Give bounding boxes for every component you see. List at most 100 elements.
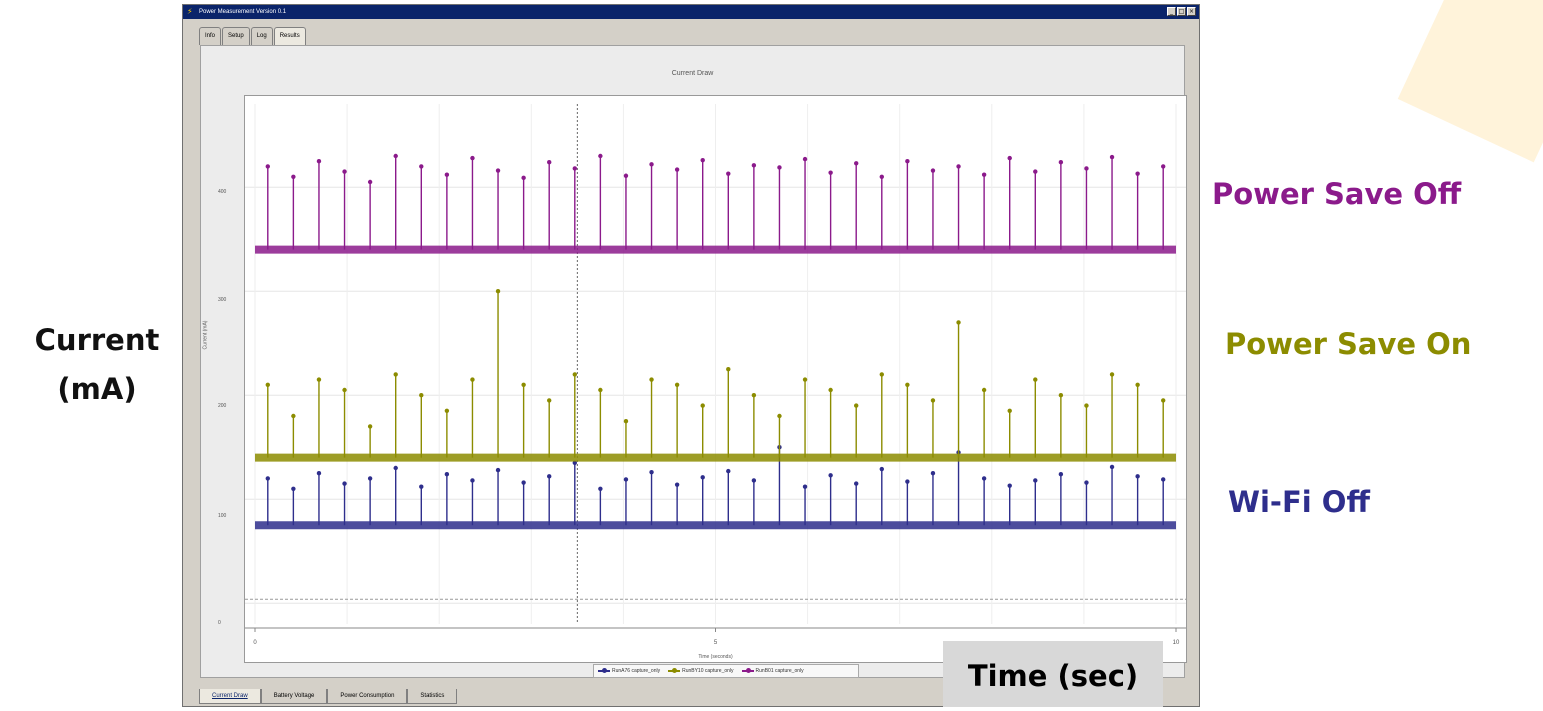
series-point: [879, 174, 884, 179]
series-point: [316, 159, 322, 164]
series-point: [623, 477, 629, 482]
series-point: [1135, 474, 1140, 479]
series-point: [1135, 171, 1140, 176]
series-point: [444, 172, 450, 177]
series-point: [623, 419, 629, 424]
x-tick-label: 0: [253, 640, 257, 646]
series-point: [700, 475, 705, 480]
series-point: [1109, 154, 1115, 160]
time-label-box: Time (sec): [943, 641, 1163, 707]
minimize-button[interactable]: _: [1167, 7, 1176, 16]
series-point: [930, 168, 936, 173]
series-point: [444, 472, 450, 477]
current-draw-plot[interactable]: 0 5 10 Time (seconds): [244, 95, 1187, 663]
maximize-button[interactable]: □: [1177, 7, 1186, 16]
ma-unit-label: (mA): [57, 372, 137, 406]
series-point: [1007, 408, 1012, 413]
tab-setup[interactable]: Setup: [222, 27, 250, 45]
title-bar[interactable]: ⚡ Power Measurement Version 0.1 _ □ ×: [183, 5, 1199, 19]
series-point: [777, 413, 782, 419]
series-point: [649, 162, 654, 167]
series-point: [674, 167, 680, 172]
legend-item: RunB01 capture_only: [741, 668, 804, 674]
series-point: [419, 164, 424, 169]
y-tick-label: 300: [218, 297, 227, 303]
window-title: Power Measurement Version 0.1: [199, 9, 287, 15]
tab-log[interactable]: Log: [250, 27, 273, 45]
tab-battery-voltage[interactable]: Battery Voltage: [260, 689, 328, 704]
series-point: [1084, 166, 1089, 171]
series-point: [751, 393, 757, 398]
legend-marker-icon: [598, 668, 610, 673]
decorative-corner-shape: [1397, 0, 1543, 163]
series-point: [802, 377, 808, 382]
chart-title: Current Draw: [671, 70, 714, 77]
series-point: [1161, 164, 1166, 169]
series-point: [1109, 464, 1115, 470]
series-point: [547, 398, 552, 403]
series-point: [342, 481, 347, 486]
series-point: [956, 320, 961, 325]
series-point: [854, 161, 859, 166]
y-tick-label: 200: [218, 403, 227, 409]
x-axis-label: Time (seconds): [698, 654, 733, 660]
series-point: [956, 164, 961, 169]
tab-power-consumption[interactable]: Power Consumption: [327, 689, 408, 704]
series-point: [1033, 169, 1038, 174]
series-point: [751, 478, 757, 483]
series-point: [495, 289, 501, 294]
series-point: [316, 471, 322, 476]
series-point: [1135, 382, 1140, 387]
series-point: [828, 170, 833, 175]
series-point: [265, 476, 270, 481]
app-icon: ⚡: [187, 7, 193, 16]
series-point: [342, 387, 347, 393]
series-point: [367, 476, 373, 481]
wifi-off-label: Wi-Fi Off: [1228, 485, 1370, 519]
series-point: [930, 398, 936, 403]
series-point: [700, 157, 705, 163]
series-point: [1058, 160, 1064, 165]
tab-results[interactable]: Results: [273, 27, 306, 45]
series-point: [828, 473, 833, 478]
series-point: [393, 372, 398, 377]
series-point: [470, 478, 475, 483]
close-button[interactable]: ×: [1187, 7, 1196, 16]
series-point: [649, 377, 654, 382]
series-point: [598, 153, 603, 159]
series-point: [726, 171, 731, 176]
series-point: [777, 165, 782, 170]
legend-label: RunBY10 capture_only: [682, 668, 734, 674]
series-point: [726, 468, 731, 474]
series-point: [547, 160, 552, 165]
y-tick-label: 400: [218, 189, 227, 195]
bottom-tab-bar: Current Draw Battery Voltage Power Consu…: [199, 689, 458, 704]
tab-statistics[interactable]: Statistics: [407, 689, 458, 704]
series-point: [674, 382, 680, 387]
series-point: [598, 486, 603, 491]
series-point: [342, 169, 347, 174]
chart-legend: RunA76 capture_only RunBY10 capture_only…: [593, 664, 859, 678]
series-point: [291, 486, 296, 491]
series-point: [291, 174, 296, 179]
tab-current-draw[interactable]: Current Draw: [199, 689, 261, 704]
power-save-off-label: Power Save Off: [1212, 177, 1462, 211]
series-point: [572, 460, 577, 465]
time-label: Time (sec): [967, 659, 1139, 693]
series-point: [444, 408, 450, 413]
series-point: [1007, 155, 1012, 161]
current-label: Current: [34, 323, 160, 357]
series-point: [879, 372, 884, 377]
series-point: [802, 156, 808, 162]
series-point: [751, 163, 757, 168]
series-point: [470, 155, 475, 161]
series-point: [367, 179, 373, 185]
series-point: [495, 467, 501, 473]
series-point: [854, 403, 859, 408]
results-panel: Current Draw Current (mA) 0 100 200 300 …: [200, 45, 1187, 678]
series-point: [1007, 483, 1012, 488]
series-point: [572, 372, 577, 377]
series-point: [265, 382, 270, 387]
tab-info[interactable]: Info: [199, 27, 222, 45]
series-point: [495, 168, 501, 173]
